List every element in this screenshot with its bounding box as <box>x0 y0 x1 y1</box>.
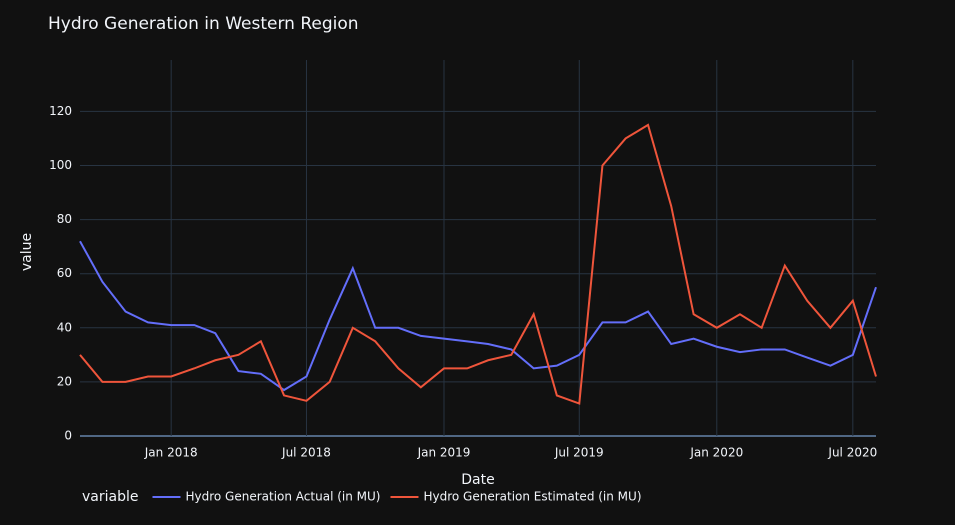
legend-title: variable <box>82 489 138 505</box>
x-tick-label: Jan 2020 <box>689 446 743 460</box>
x-tick-label: Jan 2018 <box>144 446 198 460</box>
y-tick-label: 20 <box>57 374 72 388</box>
legend-label: Hydro Generation Actual (in MU) <box>185 490 380 504</box>
y-axis-title: value <box>19 233 35 271</box>
y-tick-label: 120 <box>49 104 72 118</box>
series-line <box>79 123 877 405</box>
series-line <box>79 240 877 392</box>
y-tick-label: 100 <box>49 158 72 172</box>
x-tick-label: Jul 2020 <box>827 446 877 460</box>
x-tick-label: Jan 2019 <box>417 446 471 460</box>
y-tick-label: 80 <box>57 212 72 226</box>
legend-label: Hydro Generation Estimated (in MU) <box>423 490 641 504</box>
y-tick-label: 40 <box>57 320 72 334</box>
y-tick-label: 0 <box>64 429 72 443</box>
x-tick-label: Jul 2019 <box>554 446 604 460</box>
y-tick-label: 60 <box>57 266 72 280</box>
x-tick-label: Jul 2018 <box>281 446 331 460</box>
x-axis-title: Date <box>461 472 494 488</box>
chart-title: Hydro Generation in Western Region <box>48 14 359 34</box>
